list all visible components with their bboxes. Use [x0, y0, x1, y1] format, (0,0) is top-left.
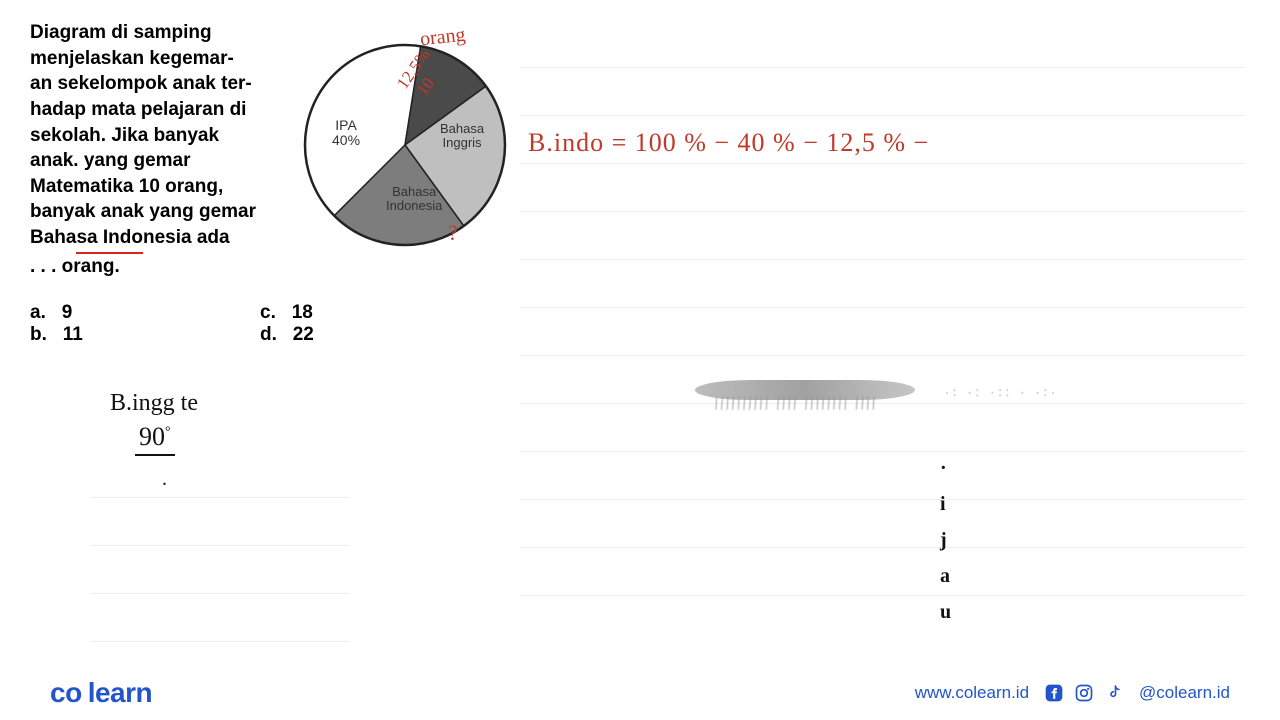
hw-orang: orang [419, 24, 467, 52]
question-line: an sekelompok anak ter- [30, 73, 252, 94]
social-icons [1043, 682, 1125, 704]
hw-dot: . [162, 468, 167, 491]
footer-handle: @colearn.id [1139, 683, 1230, 703]
footer-website: www.colearn.id [915, 683, 1029, 703]
hw-90deg: 90° [135, 422, 175, 456]
ruled-area-left [90, 450, 350, 642]
hw-bingg: B.ingg te [110, 390, 198, 417]
question-line: menjelaskan kegemar- [30, 48, 234, 69]
question-line: Diagram di samping [30, 22, 212, 43]
photocopy-artifact: |||||||||| |||| |||||||| |||| ·: ·: ·:: … [675, 380, 1125, 450]
tiktok-icon [1103, 682, 1125, 704]
pie-label-ipa: IPA40% [332, 118, 360, 149]
hw-bindo-equation: B.indo = 100 % − 40 % − 12,5 % − [528, 128, 929, 158]
question-line: hadap mata pelajaran di [30, 99, 246, 120]
facebook-icon [1043, 682, 1065, 704]
footer-bar: colearn www.colearn.id @colearn.id [0, 666, 1280, 720]
option-d: 22 [293, 324, 314, 345]
question-underline-post: nesia ada [143, 227, 230, 248]
option-a: 9 [62, 302, 73, 323]
instagram-icon [1073, 682, 1095, 704]
answer-options: a. 9 c. 18 b. 11 d. 22 [30, 302, 380, 346]
pie-label-indonesia: BahasaIndonesia [386, 185, 442, 214]
question-text: Diagram di samping menjelaskan kegemar- … [30, 20, 260, 279]
question-line: anak. yang gemar [30, 150, 191, 171]
question-line: Matematika 10 orang, [30, 176, 223, 197]
option-b: 11 [63, 324, 83, 345]
question-line: sekolah. Jika banyak [30, 125, 219, 146]
option-c: 18 [292, 302, 313, 323]
question-underline-pre: Baha [30, 227, 76, 248]
colearn-logo: colearn [50, 677, 152, 709]
ruled-area-right [520, 20, 1245, 596]
question-line: banyak anak yang gemar [30, 201, 256, 222]
question-final: . . . orang. [30, 256, 120, 277]
vertical-artifact: ·ijau [940, 450, 951, 630]
question-underline: sa Indo [76, 225, 143, 254]
hw-question-mark: ? [448, 220, 458, 246]
pie-label-inggris: BahasaInggris [440, 122, 484, 151]
